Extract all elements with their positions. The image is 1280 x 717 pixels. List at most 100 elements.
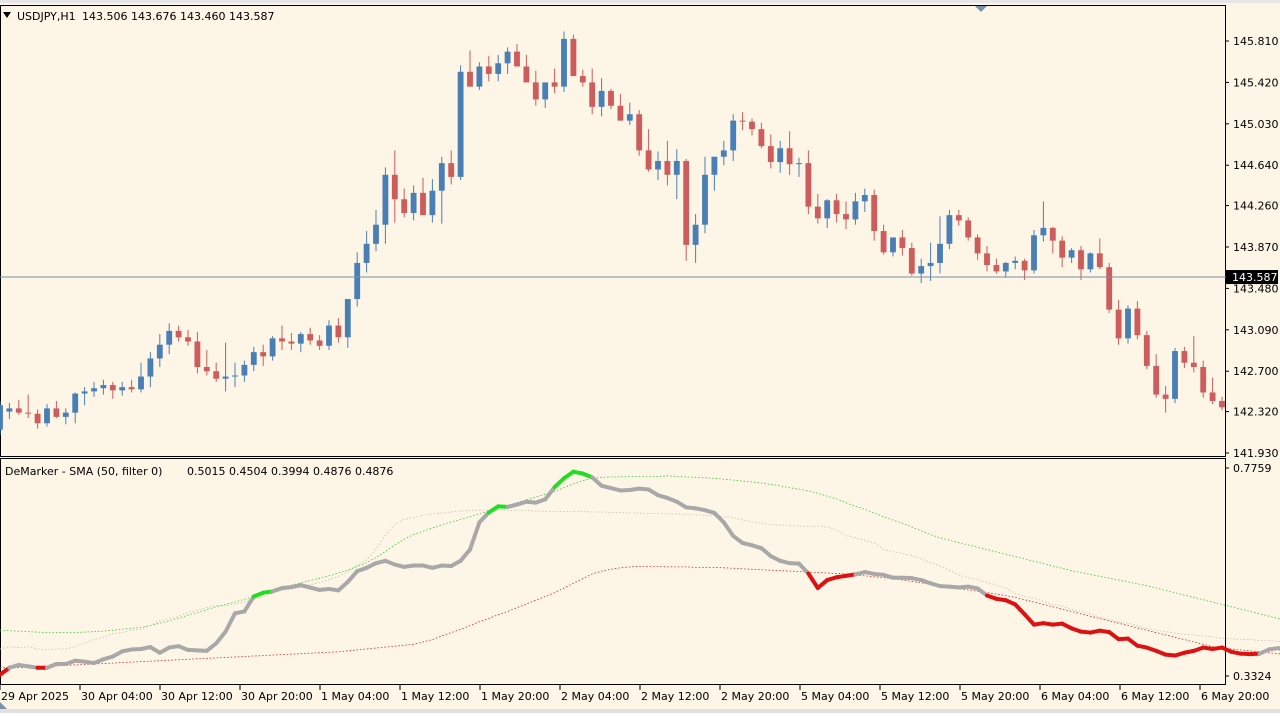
candle-body [298, 334, 304, 344]
candle-body [834, 200, 840, 214]
candle-body [533, 82, 539, 99]
candle-body [815, 207, 821, 219]
candle-body [552, 82, 558, 86]
time-tick-label: 6 May 04:00 [1041, 690, 1109, 703]
time-tick-label: 1 May 04:00 [321, 690, 389, 703]
current-price-label: 143.587 [1232, 271, 1278, 284]
candle-body [382, 175, 388, 225]
candle-body [796, 163, 802, 164]
price-tick-label: 144.260 [1233, 200, 1279, 213]
candle-body [1219, 401, 1225, 407]
candle-body [82, 391, 88, 393]
candle-body [317, 340, 323, 345]
candle-body [965, 220, 971, 237]
candle-body [147, 358, 153, 376]
candle-body [984, 253, 990, 265]
candle-body [1012, 261, 1018, 263]
time-tick-label: 5 May 12:00 [881, 690, 949, 703]
candle-body [1181, 351, 1187, 363]
candle-body [599, 91, 605, 107]
candle-body [655, 161, 661, 169]
candle-body [1031, 235, 1037, 270]
candle-body [674, 161, 680, 175]
price-tick-label: 143.090 [1233, 324, 1279, 337]
candle-body [1125, 309, 1131, 339]
candle-body [439, 163, 445, 191]
candle-body [787, 148, 793, 164]
horizontal-scrollbar[interactable] [0, 709, 1280, 713]
candle-body [326, 326, 332, 346]
candle-body [1106, 267, 1112, 309]
candle-body [777, 148, 783, 162]
candle-body [185, 337, 191, 341]
candle-body [768, 146, 774, 162]
candle-body [1116, 310, 1122, 339]
candle-body [495, 63, 501, 74]
candle-body [683, 161, 689, 245]
candle [636, 110, 642, 156]
candle-body [1163, 395, 1169, 399]
candle [946, 210, 952, 249]
candle-body [429, 191, 435, 215]
price-tick-label: 145.420 [1233, 76, 1279, 89]
time-tick-label: 30 Apr 04:00 [81, 690, 153, 703]
time-tick-label: 30 Apr 20:00 [241, 690, 313, 703]
candle-body [946, 215, 952, 244]
candle-body [580, 76, 586, 82]
indicator-tick-label: 0.3324 [1233, 670, 1272, 683]
candle-body [561, 39, 567, 87]
time-tick-label: 2 May 12:00 [641, 690, 709, 703]
indicator-values: 0.5015 0.4504 0.3994 0.4876 0.4876 [187, 465, 393, 478]
candle-body [1200, 367, 1206, 392]
candle-body [288, 342, 294, 344]
candle-body [345, 299, 351, 337]
candle-body [899, 237, 905, 248]
candle-body [890, 237, 896, 252]
candle-body [476, 66, 482, 86]
candle-body [0, 405, 3, 429]
candle-body [871, 195, 877, 231]
candle-body [138, 377, 144, 390]
candle-body [711, 157, 717, 175]
candle-body [909, 248, 915, 273]
time-tick-label: 5 May 04:00 [801, 690, 869, 703]
candle-body [166, 331, 172, 345]
candle-body [25, 413, 31, 414]
candle-body [270, 338, 276, 356]
candle-body [852, 201, 858, 219]
candle-body [881, 231, 887, 252]
candle-body [749, 122, 755, 129]
candle-body [843, 214, 849, 219]
price-tick-label: 145.030 [1233, 118, 1279, 131]
candle-body [1050, 228, 1056, 241]
candle-body [401, 199, 407, 213]
candle-body [119, 387, 125, 390]
time-tick-label: 30 Apr 12:00 [161, 690, 233, 703]
price-tick-label: 143.870 [1233, 241, 1279, 254]
price-tick-label: 141.930 [1233, 447, 1279, 460]
candle-body [176, 331, 182, 337]
candle-body [1191, 363, 1197, 367]
candle-body [646, 150, 652, 169]
time-tick-label: 6 May 20:00 [1201, 690, 1269, 703]
indicator-title: DeMarker - SMA (50, filter 0) [5, 465, 162, 478]
candle-body [956, 215, 962, 220]
symbol-label: USDJPY,H1 [17, 10, 76, 23]
candle-body [44, 408, 50, 423]
candle-body [1134, 309, 1140, 336]
candle-body [693, 225, 699, 245]
price-tick-label: 143.480 [1233, 282, 1279, 295]
candle-body [505, 52, 511, 64]
candle-body [486, 66, 492, 73]
time-tick-label: 6 May 12:00 [1121, 690, 1189, 703]
time-tick-label: 1 May 12:00 [401, 690, 469, 703]
candle-body [514, 52, 520, 67]
candle-body [758, 129, 764, 146]
candle-body [448, 163, 454, 177]
price-tick-label: 142.320 [1233, 406, 1279, 419]
time-tick-label: 5 May 20:00 [961, 690, 1029, 703]
time-tick-label: 2 May 20:00 [721, 690, 789, 703]
candle-body [702, 175, 708, 225]
candle-body [928, 263, 934, 266]
